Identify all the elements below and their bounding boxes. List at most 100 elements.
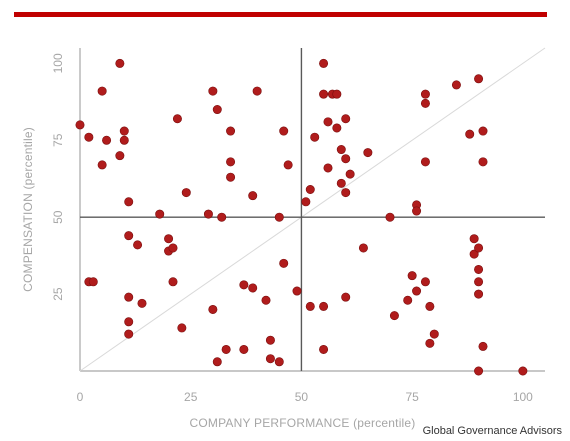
data-point (274, 357, 284, 367)
data-point (474, 74, 484, 84)
data-point (115, 58, 125, 68)
data-point (279, 126, 289, 136)
data-point (177, 323, 187, 333)
data-point (425, 301, 435, 311)
data-point (332, 89, 342, 99)
data-point (478, 341, 488, 351)
data-point (133, 240, 143, 250)
y-tick-label: 75 (51, 133, 65, 147)
data-point (385, 212, 395, 222)
data-point (226, 172, 236, 182)
data-point (168, 243, 178, 253)
data-point (403, 295, 413, 305)
data-point (124, 329, 134, 339)
data-point (217, 212, 227, 222)
data-point (305, 185, 315, 195)
data-point (75, 120, 85, 130)
data-point (420, 157, 430, 167)
data-point (119, 126, 129, 136)
data-point (429, 329, 439, 339)
data-point (363, 148, 373, 158)
data-point (226, 126, 236, 136)
data-point (261, 295, 271, 305)
data-point (283, 160, 293, 170)
data-point (474, 277, 484, 287)
data-point (115, 151, 125, 161)
x-tick-labels: 0 25 50 75 100 (77, 390, 534, 404)
y-tick-labels: 25 50 75 100 (51, 53, 65, 301)
data-point (239, 280, 249, 290)
data-point (420, 89, 430, 99)
data-point (102, 135, 112, 145)
data-point (336, 178, 346, 188)
data-point (341, 154, 351, 164)
y-tick-label: 25 (51, 287, 65, 301)
data-point (274, 212, 284, 222)
data-point (319, 58, 329, 68)
data-point (389, 311, 399, 321)
data-point (310, 132, 320, 142)
x-axis-title: COMPANY PERFORMANCE (percentile) (190, 416, 416, 430)
data-point (265, 335, 275, 345)
data-point (97, 86, 107, 96)
data-point (451, 80, 461, 90)
data-point (248, 191, 258, 201)
data-point (332, 123, 342, 133)
y-tick-label: 100 (51, 53, 65, 73)
x-tick-label: 75 (405, 390, 419, 404)
x-tick-label: 50 (295, 390, 309, 404)
data-point (248, 283, 258, 293)
x-tick-label: 0 (77, 390, 84, 404)
data-point (137, 298, 147, 308)
data-point (221, 344, 231, 354)
data-point (279, 258, 289, 268)
data-point (301, 197, 311, 207)
data-point (155, 209, 165, 219)
data-point (474, 289, 484, 299)
data-point (412, 286, 422, 296)
data-point (172, 114, 182, 124)
data-point (181, 188, 191, 198)
data-point (336, 145, 346, 155)
x-tick-label: 25 (184, 390, 198, 404)
data-point (323, 163, 333, 173)
data-point (84, 132, 94, 142)
data-point (265, 354, 275, 364)
data-point (469, 234, 479, 244)
data-point (319, 344, 329, 354)
top-accent-bar (14, 12, 547, 17)
data-point (319, 301, 329, 311)
data-point (119, 135, 129, 145)
data-point (341, 114, 351, 124)
data-point (465, 129, 475, 139)
data-point (425, 338, 435, 348)
data-point (164, 234, 174, 244)
data-point (124, 317, 134, 327)
y-tick-label: 50 (51, 210, 65, 224)
data-point (305, 301, 315, 311)
data-point (208, 304, 218, 314)
data-point (252, 86, 262, 96)
data-point (518, 366, 528, 376)
data-point (358, 243, 368, 253)
data-point (474, 264, 484, 274)
data-point (319, 89, 329, 99)
diagonal-reference-line (79, 47, 546, 372)
y-axis-title: COMPENSATION (percentile) (21, 127, 35, 292)
data-point (292, 286, 302, 296)
data-point (341, 292, 351, 302)
data-point (212, 357, 222, 367)
data-point (226, 157, 236, 167)
data-point (345, 169, 355, 179)
data-point (124, 197, 134, 207)
data-point (407, 271, 417, 281)
data-point (474, 243, 484, 253)
data-point (88, 277, 98, 287)
data-point (239, 344, 249, 354)
data-point (203, 209, 213, 219)
data-point (208, 86, 218, 96)
data-point (212, 105, 222, 115)
source-credit: Global Governance Advisors (422, 425, 562, 437)
data-point (469, 249, 479, 259)
x-tick-label: 100 (513, 390, 533, 404)
